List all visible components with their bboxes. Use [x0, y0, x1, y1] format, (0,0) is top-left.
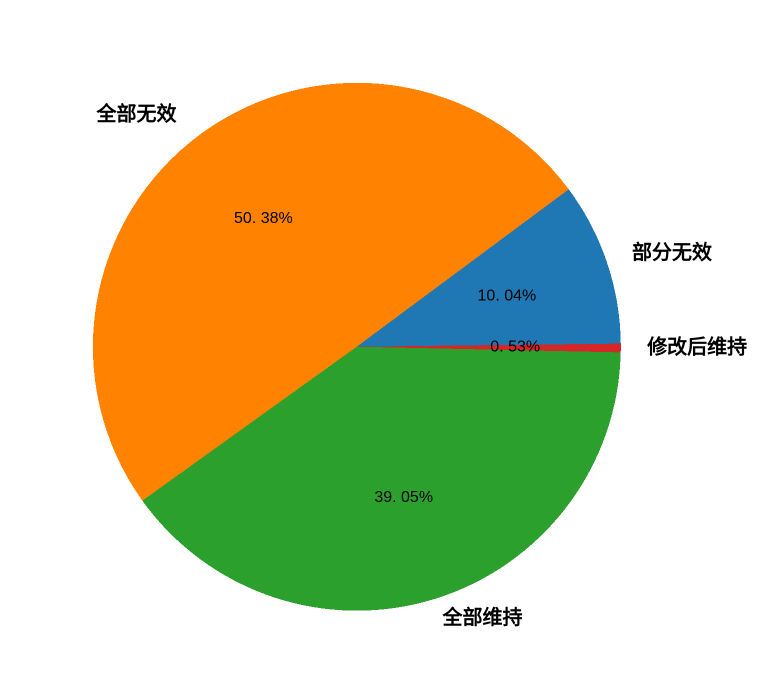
svg-text:全部维持: 全部维持: [442, 605, 523, 629]
svg-text:部分无效: 部分无效: [632, 240, 712, 264]
svg-text:39. 05%: 39. 05%: [374, 489, 433, 506]
svg-text:50. 38%: 50. 38%: [234, 210, 293, 227]
svg-text:10. 04%: 10. 04%: [478, 287, 537, 304]
svg-text:0. 53%: 0. 53%: [490, 339, 540, 356]
svg-text:修改后维持: 修改后维持: [646, 334, 747, 358]
svg-text:全部无效: 全部无效: [96, 101, 177, 125]
